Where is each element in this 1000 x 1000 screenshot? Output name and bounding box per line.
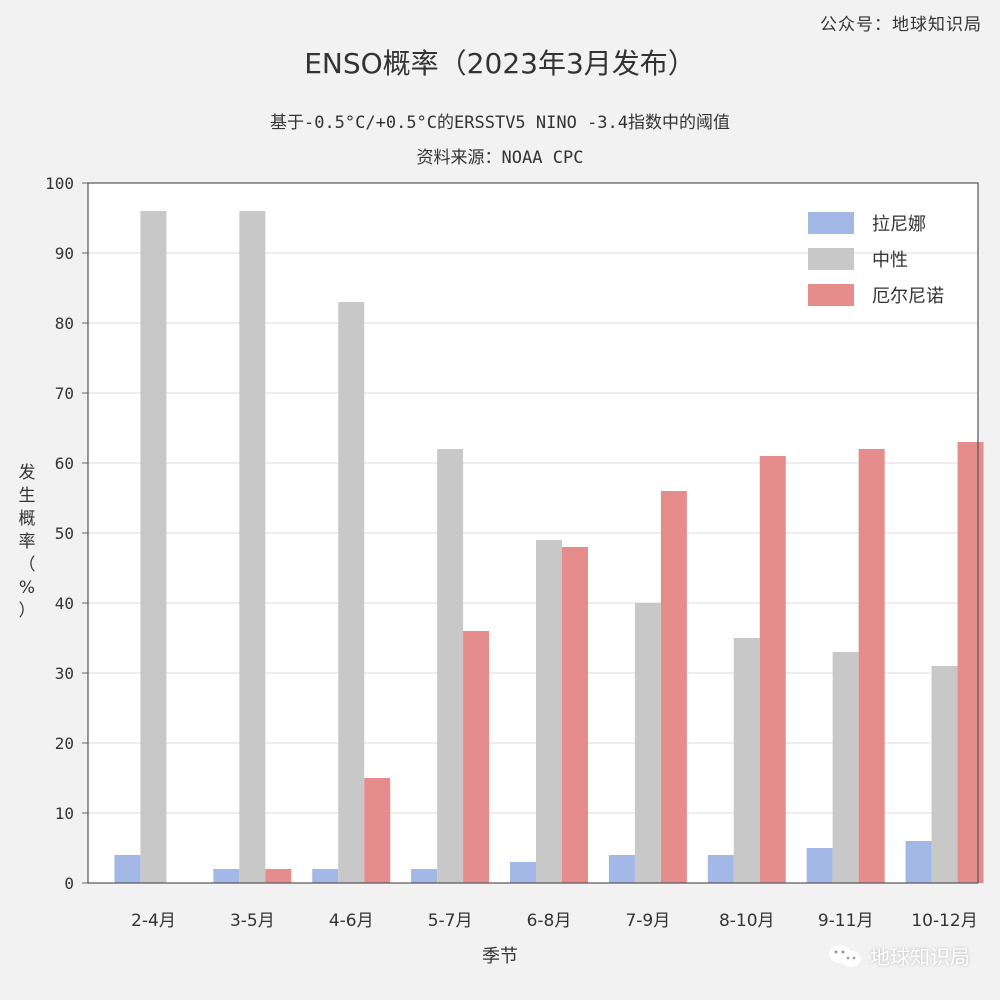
x-tick-label: 4-6月 [329, 911, 374, 931]
bar [905, 841, 932, 883]
bar [510, 862, 536, 883]
bar [265, 869, 292, 883]
bar [707, 855, 734, 883]
legend-label: 拉尼娜 [872, 214, 926, 235]
bar [562, 547, 588, 883]
wechat-icon [828, 944, 862, 968]
y-tick-label: 50 [55, 524, 74, 543]
brand-name: 地球知识局 [870, 945, 970, 969]
corner-note: 公众号：地球知识局 [820, 15, 982, 35]
x-tick-label: 10-12月 [911, 911, 977, 931]
brand-footer: 地球知识局 [828, 941, 970, 970]
y-tick-label: 30 [55, 664, 74, 683]
bar [634, 603, 661, 883]
bar [411, 869, 438, 883]
legend-swatch [808, 248, 854, 270]
x-tick-label: 8-10月 [719, 911, 775, 931]
bar [660, 491, 687, 883]
plot-frame [87, 182, 979, 884]
bar [608, 855, 635, 883]
y-tick-label: 40 [55, 594, 74, 613]
y-tick-label: 90 [55, 244, 74, 263]
bar [832, 652, 859, 883]
bar [858, 449, 885, 883]
bar [733, 638, 760, 883]
legend-swatch [808, 284, 854, 306]
bar [114, 855, 141, 883]
legend-label: 中性 [872, 250, 908, 271]
bar [364, 778, 391, 883]
y-tick-label: 10 [55, 804, 74, 823]
bar [957, 442, 984, 883]
chart-title: ENSO概率（2023年3月发布） [304, 47, 696, 80]
x-tick-label: 7-9月 [625, 911, 670, 931]
bar [931, 666, 958, 883]
y-tick-label: 70 [55, 384, 74, 403]
bar [463, 631, 490, 883]
y-tick-label: 80 [55, 314, 74, 333]
bar [239, 211, 266, 883]
chart-subtitle-source: 资料来源：NOAA CPC [416, 148, 584, 168]
bar [437, 449, 464, 883]
legend-swatch [808, 212, 854, 234]
chart-subtitle-threshold: 基于-0.5°C/+0.5°C的ERSSTV5 NINO -3.4指数中的阈值 [269, 113, 731, 133]
x-tick-label: 5-7月 [428, 911, 473, 931]
bar [338, 302, 365, 883]
x-tick-label: 9-11月 [818, 911, 874, 931]
y-tick-label: 20 [55, 734, 74, 753]
x-tick-label: 6-8月 [527, 911, 572, 931]
x-tick-label: 2-4月 [131, 911, 176, 931]
bar [213, 869, 240, 883]
bar [759, 456, 786, 883]
x-axis-label: 季节 [482, 946, 518, 967]
y-tick-label: 60 [55, 454, 74, 473]
bar [312, 869, 339, 883]
legend-label: 厄尔尼诺 [872, 286, 944, 307]
bar [536, 540, 562, 883]
bar [140, 211, 167, 883]
y-tick-label: 100 [45, 174, 74, 193]
bar [806, 848, 833, 883]
x-tick-label: 3-5月 [230, 911, 275, 931]
y-tick-label: 0 [64, 874, 74, 893]
y-axis-label: 发生概率（%） [19, 463, 36, 621]
